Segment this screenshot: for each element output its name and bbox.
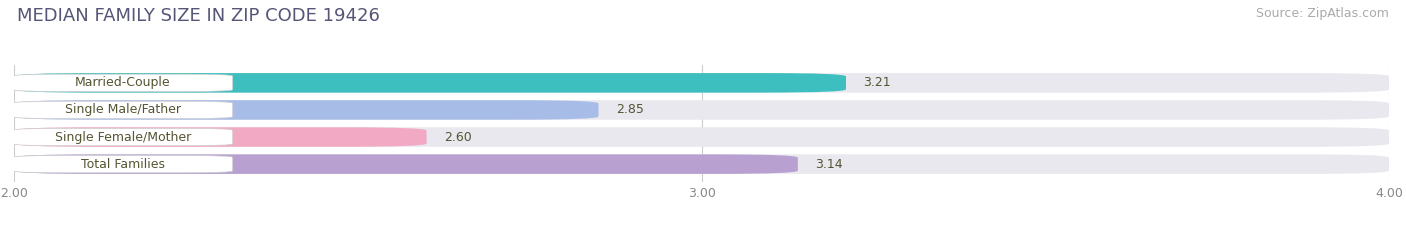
FancyBboxPatch shape [14,73,1389,93]
FancyBboxPatch shape [13,101,233,119]
Text: 2.85: 2.85 [616,103,644,116]
FancyBboxPatch shape [14,73,846,93]
FancyBboxPatch shape [14,154,1389,174]
Text: 3.14: 3.14 [815,158,842,171]
Text: Single Female/Mother: Single Female/Mother [55,130,191,144]
FancyBboxPatch shape [14,127,426,147]
FancyBboxPatch shape [14,100,1389,120]
Text: Total Families: Total Families [80,158,165,171]
Text: Single Male/Father: Single Male/Father [65,103,181,116]
FancyBboxPatch shape [14,154,797,174]
Text: 2.60: 2.60 [444,130,471,144]
FancyBboxPatch shape [13,155,233,173]
Text: MEDIAN FAMILY SIZE IN ZIP CODE 19426: MEDIAN FAMILY SIZE IN ZIP CODE 19426 [17,7,380,25]
FancyBboxPatch shape [13,74,233,92]
Text: Source: ZipAtlas.com: Source: ZipAtlas.com [1256,7,1389,20]
Text: Married-Couple: Married-Couple [75,76,170,89]
FancyBboxPatch shape [14,100,599,120]
FancyBboxPatch shape [13,128,233,146]
FancyBboxPatch shape [14,127,1389,147]
Text: 3.21: 3.21 [863,76,891,89]
